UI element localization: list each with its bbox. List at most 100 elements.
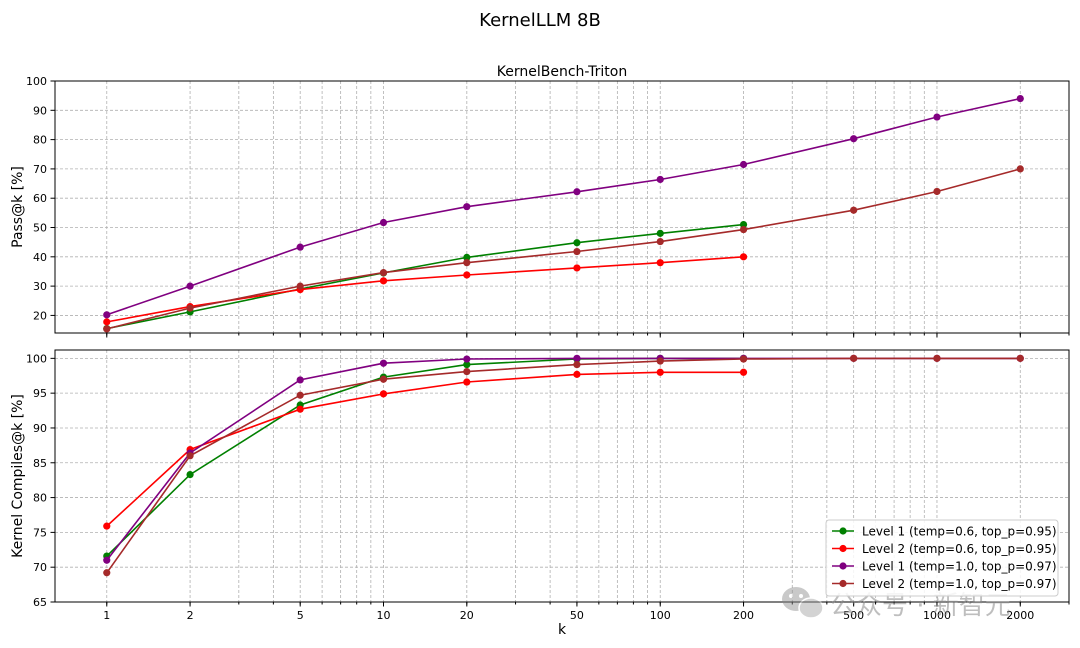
y-tick-label: 95 [33, 387, 47, 400]
data-point [103, 569, 111, 577]
legend-label: Level 2 (temp=1.0, top_p=0.97) [862, 577, 1057, 591]
pass-at-k-ylabel: Pass@k [%] [10, 166, 26, 248]
y-tick-label: 60 [33, 192, 47, 205]
data-point [103, 318, 111, 326]
data-point [656, 368, 664, 376]
legend-label: Level 1 (temp=1.0, top_p=0.97) [862, 560, 1057, 574]
y-tick-label: 90 [33, 422, 47, 435]
data-point [103, 325, 111, 333]
y-tick-label: 65 [33, 596, 47, 609]
compiles-at-k-series [103, 354, 1024, 577]
data-point [1016, 94, 1024, 103]
y-tick-label: 80 [33, 492, 47, 505]
data-point [573, 370, 581, 378]
legend: Level 1 (temp=0.6, top_p=0.95) Level 2 (t… [825, 519, 1059, 597]
data-point [656, 259, 664, 267]
pass-at-k-grid [55, 80, 1070, 338]
y-tick-label: 50 [33, 222, 47, 235]
legend-label: Level 2 (temp=0.6, top_p=0.95) [862, 542, 1057, 556]
data-point [573, 247, 581, 256]
data-point [573, 239, 581, 247]
x-tick-label: 2000 [1006, 609, 1034, 622]
figure-suptitle: KernelLLM 8B [479, 10, 601, 31]
data-point [656, 357, 664, 365]
data-point [573, 188, 581, 196]
y-tick-label: 40 [33, 251, 47, 264]
wechat-icon [782, 587, 824, 619]
data-point [379, 375, 388, 383]
compiles-at-k-y-ticks: 65 70 75 80 85 90 95 100 [26, 352, 55, 609]
data-point [379, 269, 388, 277]
data-point [463, 203, 471, 211]
legend-marker [839, 562, 847, 570]
data-point [656, 237, 664, 246]
pass-at-k-y-ticks: 20 30 40 50 60 70 80 90 100 [26, 75, 55, 322]
data-point [296, 405, 304, 413]
y-tick-label: 100 [26, 352, 47, 365]
data-point [103, 311, 111, 319]
y-tick-label: 100 [26, 75, 47, 88]
data-point [1016, 165, 1024, 173]
data-point [463, 361, 471, 369]
data-point [739, 220, 748, 229]
y-tick-label: 20 [33, 309, 47, 322]
data-point [379, 359, 388, 367]
data-point [379, 218, 388, 227]
compiles-at-k-xlabel: k [558, 622, 567, 638]
legend-marker [839, 544, 847, 553]
x-tick-label: 5 [297, 609, 304, 622]
data-point [850, 206, 858, 214]
x-tick-label: 20 [460, 609, 474, 622]
x-tick-label: 2 [187, 609, 194, 622]
data-point [739, 225, 748, 234]
compiles-at-k-plot-frame [54, 349, 1070, 603]
x-tick-label: 50 [570, 609, 584, 622]
data-point [463, 367, 471, 376]
data-point [656, 229, 664, 237]
data-point [933, 113, 941, 121]
data-point [739, 368, 748, 376]
data-point [296, 282, 304, 290]
y-tick-label: 90 [33, 104, 47, 117]
compiles-at-k-ylabel: Kernel Compiles@k [%] [10, 394, 26, 558]
pass-at-k-title: KernelBench-Triton [497, 64, 627, 80]
data-point [103, 556, 111, 564]
data-point [463, 378, 471, 386]
data-point [850, 354, 858, 362]
data-point [573, 354, 581, 362]
pass-at-k-series [103, 94, 1024, 333]
x-tick-label: 500 [843, 609, 864, 622]
pass-at-k-panel: KernelBench-Triton Pass@k [%] 20 30 40 50 60… [10, 64, 1070, 338]
y-tick-label: 85 [33, 457, 47, 470]
series-line [106, 371, 744, 527]
data-point [1016, 354, 1024, 362]
series-line [106, 256, 744, 323]
x-tick-label: 1000 [923, 609, 951, 622]
data-point [933, 187, 941, 196]
x-tick-label: 1 [103, 609, 110, 622]
series-line [106, 97, 1021, 316]
data-point [463, 271, 471, 279]
y-tick-label: 30 [33, 280, 47, 293]
x-tick-label: 100 [650, 609, 671, 622]
data-point [296, 391, 304, 399]
y-tick-label: 80 [33, 134, 47, 147]
data-point [379, 277, 388, 285]
pass-at-k-plot-frame [54, 80, 1070, 334]
x-tick-label: 10 [377, 609, 391, 622]
x-tick-label: 200 [733, 609, 754, 622]
legend-label: Level 1 (temp=0.6, top_p=0.95) [862, 525, 1057, 539]
data-point [463, 253, 471, 261]
data-point [186, 282, 194, 290]
data-point [739, 160, 748, 169]
data-point [296, 243, 304, 251]
data-point [186, 471, 194, 479]
y-tick-label: 70 [33, 561, 47, 574]
data-point [296, 376, 304, 384]
data-point [739, 355, 748, 363]
y-tick-label: 70 [33, 163, 47, 176]
compiles-at-k-x-ticks: 1 2 5 10 20 50 100 200 500 1000 2000 [103, 609, 1034, 622]
data-point [463, 355, 471, 363]
series-line [106, 223, 744, 330]
